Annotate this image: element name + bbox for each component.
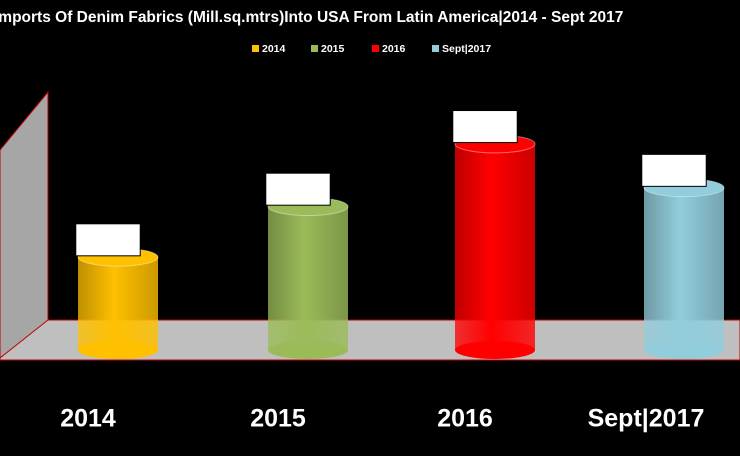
legend: 2014 2015 2016 Sept|2017 [252,43,491,55]
x-tick-label: Sept|2017 [588,405,705,433]
data-label: 4.09 [80,224,136,256]
data-label-box [265,172,331,206]
legend-swatch [252,45,259,52]
legend-label: 2016 [382,43,406,55]
data-label: 9.08 [457,111,513,143]
data-label-box [641,153,707,187]
data-label: 7.15 [646,154,702,186]
chart-title: Imports Of Denim Fabrics (Mill.sq.mtrs)I… [0,9,623,26]
legend-swatch [372,45,379,52]
data-label-box [75,223,141,257]
legend-label: 2014 [262,43,286,55]
bar [78,257,158,350]
bar [644,187,724,350]
data-label-box [452,110,518,144]
legend-label: 2015 [321,43,345,55]
legend-label: Sept|2017 [442,43,491,55]
legend-swatch [311,45,318,52]
floor [0,319,740,361]
x-tick-label: 2015 [250,405,306,433]
bar [455,143,535,350]
x-tick-label: 2016 [437,405,493,433]
x-tick-label: 2014 [60,405,116,433]
legend-swatch [432,45,439,52]
data-label: 6.32 [270,173,326,205]
bar [268,206,348,350]
